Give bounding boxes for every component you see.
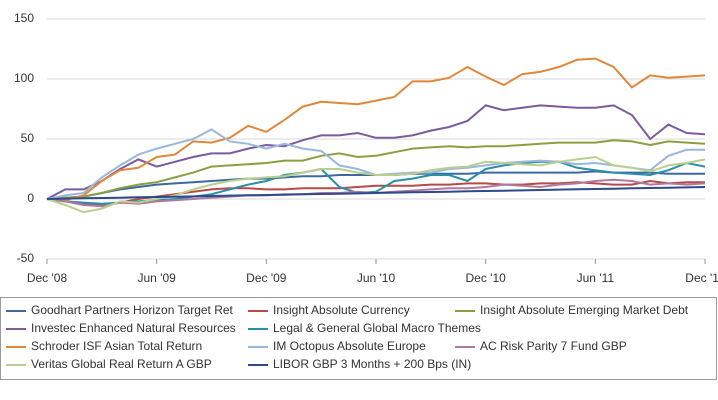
legend-box <box>0 297 717 380</box>
series-line <box>46 104 706 200</box>
legend-label: Goodhart Partners Horizon Target Ret <box>31 303 234 317</box>
series-line <box>46 57 706 202</box>
y-tick-label: 150 <box>14 11 34 25</box>
x-tick-label: Dec '10 <box>466 271 507 285</box>
legend-label: Insight Absolute Emerging Market Debt <box>480 303 689 317</box>
legend-label: LIBOR GBP 3 Months + 200 Bps (IN) <box>273 357 471 371</box>
x-tick-label: Jun '10 <box>357 271 396 285</box>
x-tick-label: Dec '08 <box>27 271 68 285</box>
y-tick-label: 0 <box>27 191 34 205</box>
y-tick-label: 100 <box>14 71 34 85</box>
legend-label: Schroder ISF Asian Total Return <box>31 339 202 353</box>
legend-label: Legal & General Global Macro Themes <box>273 321 481 335</box>
legend-label: Insight Absolute Currency <box>273 303 410 317</box>
x-tick-label: Dec '11 <box>685 271 718 285</box>
x-tick-label: Jun '09 <box>138 271 177 285</box>
legend-label: AC Risk Parity 7 Fund GBP <box>480 339 627 353</box>
y-tick-label: -50 <box>17 251 35 265</box>
series-line <box>46 139 706 200</box>
series-line <box>46 186 706 200</box>
y-tick-label: 50 <box>21 131 35 145</box>
x-tick-label: Dec '09 <box>246 271 287 285</box>
x-tick-label: Jun '11 <box>577 271 615 285</box>
series-line <box>46 160 706 205</box>
legend-label: IM Octopus Absolute Europe <box>273 339 426 353</box>
legend-label: Veritas Global Real Return A GBP <box>31 357 212 371</box>
series-line <box>46 155 706 214</box>
legend-label: Investec Enhanced Natural Resources <box>31 321 236 335</box>
